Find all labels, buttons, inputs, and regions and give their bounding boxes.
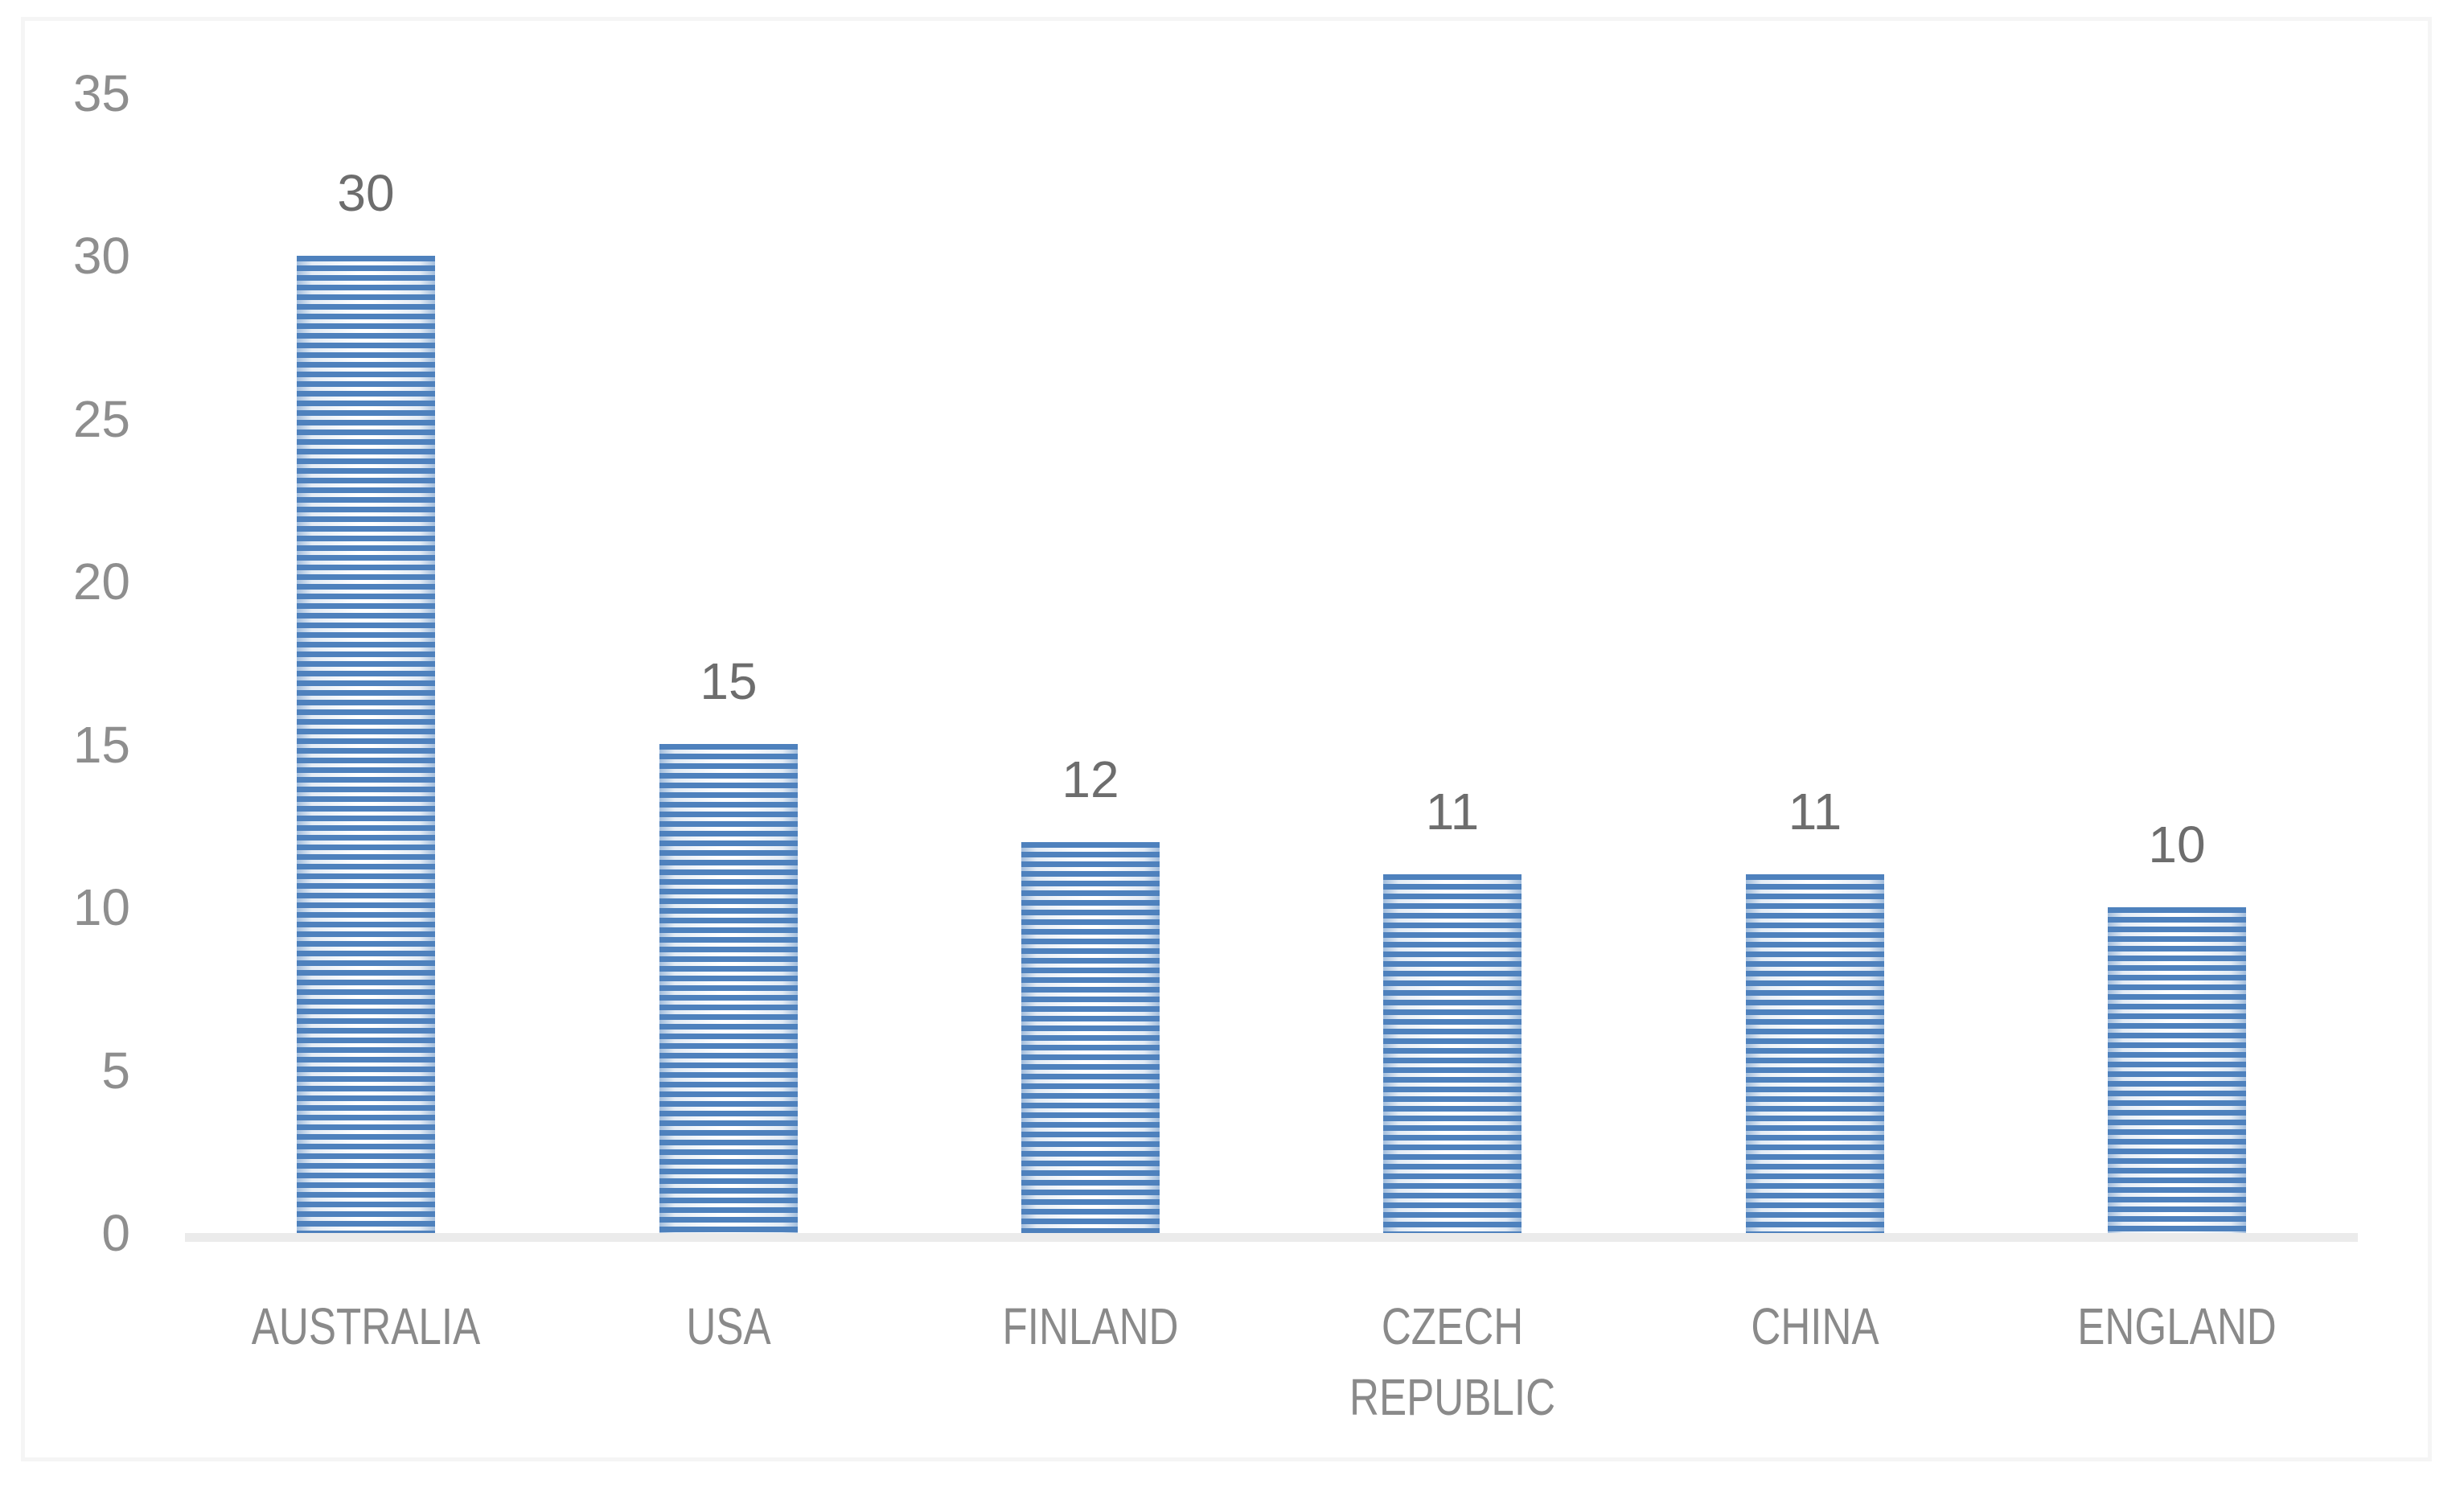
- x-axis-category-label: USA: [686, 1297, 771, 1355]
- x-axis-category-label: FINLAND: [1002, 1297, 1179, 1355]
- y-axis-tick-label: 25: [72, 389, 130, 448]
- bar-australia: [297, 256, 435, 1233]
- bar-value-label: 11: [1425, 783, 1480, 841]
- bar-value-label: 30: [337, 164, 395, 222]
- bar-value-label: 10: [2148, 816, 2206, 873]
- y-axis-tick-label: 20: [72, 553, 130, 610]
- y-axis-tick-label: 0: [101, 1204, 130, 1262]
- bar-china: [1746, 874, 1884, 1233]
- y-axis-tick-label: 35: [72, 64, 130, 122]
- bar-usa: [659, 744, 798, 1233]
- y-axis-tick-label: 10: [72, 878, 130, 936]
- bar-value-label: 15: [700, 652, 758, 710]
- y-axis-tick-label: 15: [72, 715, 130, 774]
- bar-finland: [1021, 842, 1160, 1233]
- x-axis-category-label: CZECH REPUBLIC: [1349, 1297, 1556, 1427]
- bar-value-label: 12: [1062, 750, 1119, 808]
- x-axis-category-label: ENGLAND: [2077, 1297, 2277, 1355]
- x-axis-category-label: CHINA: [1751, 1297, 1879, 1355]
- bar-value-label: 11: [1788, 783, 1842, 841]
- bar-england: [2108, 907, 2246, 1233]
- x-axis-category-label: AUSTRALIA: [251, 1297, 481, 1355]
- y-axis-tick-label: 30: [72, 227, 130, 285]
- bar-czech-republic: [1383, 874, 1522, 1233]
- x-axis-baseline: [185, 1233, 2358, 1242]
- y-axis-tick-label: 5: [101, 1041, 130, 1099]
